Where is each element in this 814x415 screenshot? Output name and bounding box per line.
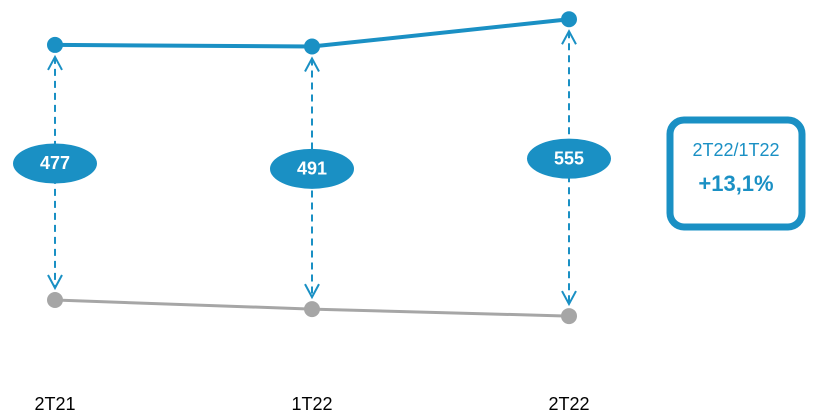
point — [561, 308, 577, 325]
spread-badge — [270, 148, 354, 189]
spread-badge — [527, 138, 611, 179]
badge-value: +13,1% — [698, 171, 773, 196]
spread-label: 477 — [40, 153, 70, 173]
spread-label: 491 — [297, 159, 327, 179]
x-tick-label: 1T22 — [291, 394, 332, 414]
badge-title: 2T22/1T22 — [692, 140, 779, 160]
point — [47, 36, 63, 53]
arrow-head — [47, 54, 63, 71]
point — [47, 292, 63, 309]
x-tick-label: 2T22 — [548, 394, 589, 414]
spread-label: 555 — [554, 148, 584, 168]
point — [304, 38, 320, 55]
arrow-head — [561, 29, 577, 45]
spread-badge — [13, 143, 97, 184]
arrow-head — [304, 56, 320, 73]
arrow-head — [304, 283, 320, 300]
point — [561, 11, 577, 28]
point — [304, 301, 320, 318]
arrow-head — [561, 290, 577, 307]
arrow-head — [47, 274, 63, 291]
x-tick-label: 2T21 — [34, 394, 75, 414]
badge-box — [666, 116, 806, 231]
